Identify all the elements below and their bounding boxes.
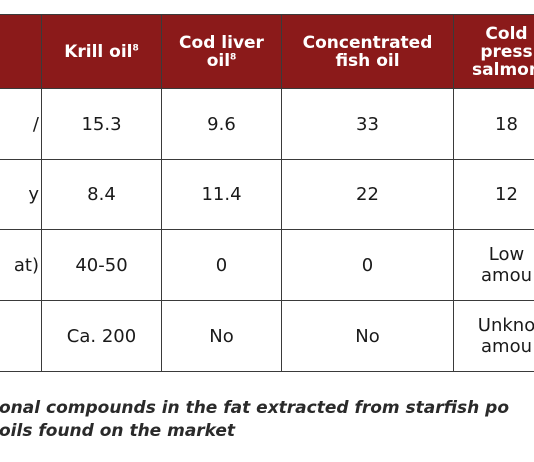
cell-cod: 11.4 — [161, 159, 282, 230]
header-cold-line1: Cold — [485, 23, 528, 44]
cell-cod: 9.6 — [161, 88, 282, 160]
header-conc-line1: Concentrated — [302, 32, 433, 53]
header-cold-line3: salmon — [472, 59, 534, 80]
caption-line-1: onal compounds in the fat extracted from… — [0, 398, 510, 418]
header-cold-line2: press — [480, 41, 533, 62]
cell-krill: 40-50 — [41, 229, 162, 301]
table-row: y 8.4 11.4 22 12 — [0, 159, 534, 230]
cell-cod: 0 — [161, 229, 282, 301]
row-label: / — [0, 88, 42, 160]
header-cod-line2: oil — [206, 50, 231, 71]
cell-salmon: 18 — [453, 88, 534, 160]
header-cod-line1: Cod liver — [179, 32, 264, 53]
cell-salmon: Low amou — [453, 229, 534, 301]
row-label: at) — [0, 229, 42, 301]
table-row: / 15.3 9.6 33 18 — [0, 88, 534, 160]
comparison-table-container: Krill oil8 Cod liver oil8 Concentrated fis… — [0, 14, 534, 372]
cell-concentrated: 33 — [281, 88, 454, 160]
table-caption: onal compounds in the fat extracted from… — [0, 397, 534, 443]
header-cell-blank — [0, 14, 42, 89]
cell-cod: No — [161, 300, 282, 372]
header-cell-concentrated-fish-oil: Concentrated fish oil — [281, 14, 454, 89]
cell-concentrated: No — [281, 300, 454, 372]
table-row: at) 40-50 0 0 Low amou — [0, 229, 534, 301]
cell-krill: 15.3 — [41, 88, 162, 160]
row-label — [0, 300, 42, 372]
cell-salmon-line1: Unkno — [477, 315, 534, 336]
cell-salmon-line2: amou — [481, 265, 532, 286]
cell-salmon-line2: amou — [481, 336, 532, 357]
caption-line-2: oils found on the market — [0, 421, 236, 441]
cell-salmon: 12 — [453, 159, 534, 230]
header-conc-line2: fish oil — [335, 50, 400, 71]
header-row: Krill oil8 Cod liver oil8 Concentrated fis… — [0, 14, 534, 89]
header-krill-text: Krill oil — [64, 41, 133, 62]
cell-concentrated: 22 — [281, 159, 454, 230]
header-cell-krill-oil: Krill oil8 — [41, 14, 162, 89]
cell-krill: 8.4 — [41, 159, 162, 230]
cell-krill: Ca. 200 — [41, 300, 162, 372]
header-krill-ref: 8 — [132, 42, 139, 53]
comparison-table: Krill oil8 Cod liver oil8 Concentrated fis… — [0, 14, 534, 372]
cell-concentrated: 0 — [281, 229, 454, 301]
header-cod-ref: 8 — [230, 51, 237, 62]
cell-salmon: Unkno amou — [453, 300, 534, 372]
row-label: y — [0, 159, 42, 230]
header-cell-cod-liver-oil: Cod liver oil8 — [161, 14, 282, 89]
table-row: Ca. 200 No No Unkno amou — [0, 300, 534, 372]
header-cell-cold-pressed-salmon: Coldpresssalmon — [453, 14, 534, 89]
cell-salmon-line1: Low — [488, 244, 525, 265]
